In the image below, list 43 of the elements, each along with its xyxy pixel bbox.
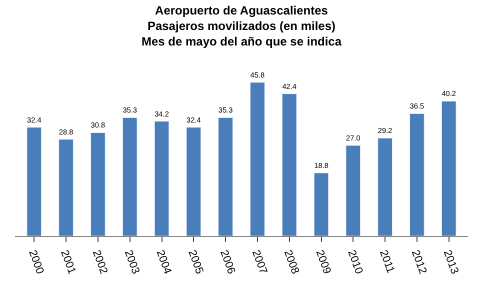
x-tick-label: 2013 <box>440 248 461 276</box>
data-label: 30.8 <box>90 120 106 130</box>
x-tick-label: 2010 <box>345 248 365 276</box>
x-tick-label: 2004 <box>154 248 174 276</box>
x-tick-label: 2001 <box>58 248 78 276</box>
data-label: 42.4 <box>282 82 297 91</box>
bar <box>441 100 456 236</box>
data-label: 32.4 <box>186 115 201 124</box>
data-label: 35.3 <box>122 106 138 115</box>
bar <box>58 139 74 236</box>
x-tick-label: 2005 <box>186 248 206 276</box>
bar <box>218 117 233 236</box>
data-label: 40.2 <box>442 89 456 98</box>
x-tick-label: 2006 <box>218 248 238 276</box>
x-tick-label: 2007 <box>249 248 270 276</box>
x-tick-label: 2011 <box>377 248 396 275</box>
data-label: 28.8 <box>58 127 74 136</box>
x-tick-label: 2009 <box>313 248 333 276</box>
bar <box>186 127 202 236</box>
bar <box>154 121 170 236</box>
data-label: 27.0 <box>346 133 360 142</box>
bar <box>410 113 424 236</box>
bar <box>346 145 361 236</box>
bar <box>282 94 297 236</box>
data-label: 29.2 <box>378 126 392 136</box>
chart-title: Aeropuerto de Aguascalientes Pasajeros movilizados (en miles) Mes de mayo del año que se indica <box>141 3 342 49</box>
data-label: 18.8 <box>314 160 328 170</box>
x-tick-label: 2003 <box>122 248 142 276</box>
bar <box>250 82 265 236</box>
data-label: 36.5 <box>410 102 424 111</box>
x-tick-label: 2012 <box>408 248 429 276</box>
bar <box>378 138 392 236</box>
x-tick-label: 2008 <box>281 248 302 276</box>
data-label: 35.3 <box>218 106 233 115</box>
bar <box>90 132 106 236</box>
data-label: 34.2 <box>154 109 169 118</box>
bar <box>122 117 138 236</box>
bar <box>26 127 42 236</box>
data-label: 32.4 <box>26 115 42 124</box>
x-tick-label: 2000 <box>26 248 46 276</box>
data-label: 45.8 <box>250 70 265 80</box>
x-tick-label: 2002 <box>90 248 110 276</box>
bar <box>314 172 329 236</box>
